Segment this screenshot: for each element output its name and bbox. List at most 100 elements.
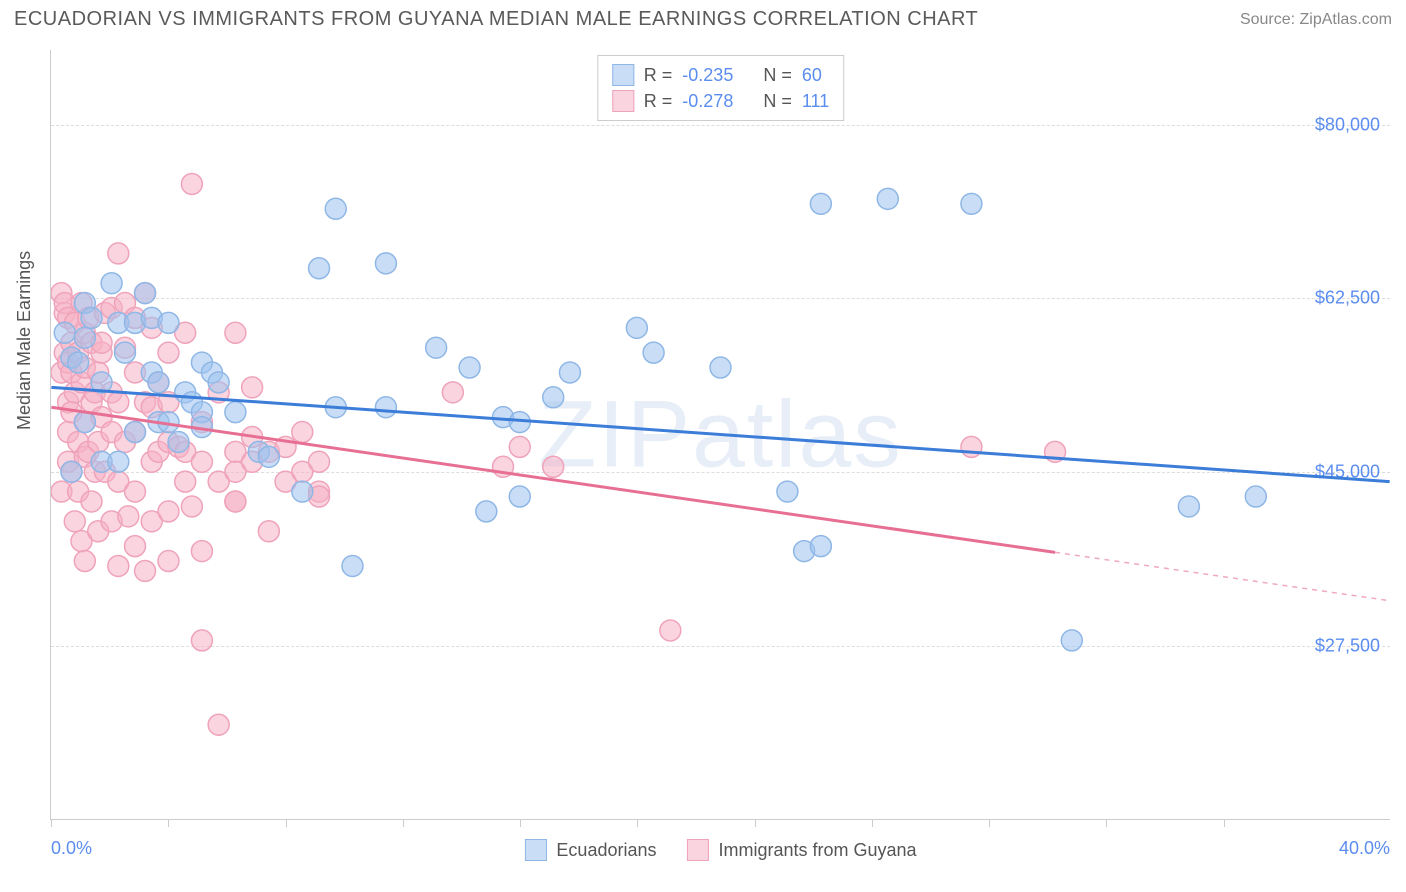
swatch-ecuadorians — [612, 64, 634, 86]
regression-line-extrapolated — [1055, 552, 1390, 600]
r-label: R = — [644, 65, 673, 86]
x-tick — [637, 819, 638, 827]
n-label: N = — [763, 91, 792, 112]
r-label: R = — [644, 91, 673, 112]
data-point — [74, 327, 95, 348]
x-tick — [1224, 819, 1225, 827]
data-point — [225, 322, 246, 343]
chart-plot-area: ZIPatlas $27,500$45,000$62,500$80,000 0.… — [50, 50, 1390, 820]
legend-item-guyana: Immigrants from Guyana — [687, 839, 917, 861]
chart-title: ECUADORIAN VS IMMIGRANTS FROM GUYANA MED… — [14, 8, 978, 31]
data-point — [961, 193, 982, 214]
data-point — [442, 382, 463, 403]
data-point — [877, 188, 898, 209]
data-point — [54, 322, 75, 343]
legend-label-guyana: Immigrants from Guyana — [719, 840, 917, 861]
data-point — [459, 357, 480, 378]
data-point — [118, 506, 139, 527]
data-point — [168, 431, 189, 452]
data-point — [191, 541, 212, 562]
x-tick — [403, 819, 404, 827]
data-point — [158, 501, 179, 522]
legend-row-ecuadorians: R = -0.235 N = 60 — [612, 62, 829, 88]
data-point — [292, 422, 313, 443]
data-point — [810, 193, 831, 214]
x-tick — [520, 819, 521, 827]
data-point — [81, 307, 102, 328]
data-point — [158, 312, 179, 333]
x-tick — [1106, 819, 1107, 827]
n-value-ecuadorians: 60 — [802, 65, 822, 86]
y-axis-label: Median Male Earnings — [14, 251, 35, 430]
data-point — [309, 451, 330, 472]
data-point — [175, 471, 196, 492]
data-point — [125, 536, 146, 557]
data-point — [135, 283, 156, 304]
data-point — [559, 362, 580, 383]
data-point — [191, 630, 212, 651]
data-point — [135, 560, 156, 581]
data-point — [108, 555, 129, 576]
x-tick — [286, 819, 287, 827]
swatch-ecuadorians — [524, 839, 546, 861]
swatch-guyana — [612, 90, 634, 112]
data-point — [148, 372, 169, 393]
data-point — [68, 352, 89, 373]
regression-line — [51, 407, 1055, 552]
data-point — [292, 481, 313, 502]
data-point — [342, 555, 363, 576]
x-tick — [51, 819, 52, 827]
n-value-guyana: 111 — [802, 91, 829, 112]
data-point — [426, 337, 447, 358]
r-value-guyana: -0.278 — [682, 91, 733, 112]
data-point — [509, 436, 530, 457]
x-axis-min-label: 0.0% — [51, 838, 92, 859]
data-point — [225, 402, 246, 423]
x-tick — [989, 819, 990, 827]
data-point — [225, 491, 246, 512]
data-point — [258, 446, 279, 467]
x-tick — [872, 819, 873, 827]
data-point — [325, 198, 346, 219]
x-tick — [755, 819, 756, 827]
data-point — [74, 412, 95, 433]
data-point — [242, 377, 263, 398]
data-point — [1178, 496, 1199, 517]
data-point — [108, 392, 129, 413]
legend-item-ecuadorians: Ecuadorians — [524, 839, 656, 861]
data-point — [74, 551, 95, 572]
data-point — [108, 243, 129, 264]
data-point — [125, 481, 146, 502]
source-attribution: Source: ZipAtlas.com — [1240, 11, 1392, 29]
data-point — [181, 173, 202, 194]
legend-row-guyana: R = -0.278 N = 111 — [612, 88, 829, 114]
series-legend: Ecuadorians Immigrants from Guyana — [524, 839, 916, 861]
n-label: N = — [763, 65, 792, 86]
data-point — [101, 273, 122, 294]
data-point — [258, 521, 279, 542]
data-point — [208, 714, 229, 735]
swatch-guyana — [687, 839, 709, 861]
data-point — [108, 451, 129, 472]
data-point — [208, 372, 229, 393]
data-point — [125, 422, 146, 443]
data-point — [191, 451, 212, 472]
data-point — [64, 511, 85, 532]
data-point — [626, 317, 647, 338]
data-point — [181, 496, 202, 517]
data-point — [1061, 630, 1082, 651]
x-tick — [168, 819, 169, 827]
data-point — [543, 387, 564, 408]
data-point — [158, 342, 179, 363]
data-point — [961, 436, 982, 457]
data-point — [309, 258, 330, 279]
data-point — [710, 357, 731, 378]
data-point — [543, 456, 564, 477]
data-point — [509, 486, 530, 507]
data-point — [158, 551, 179, 572]
data-point — [660, 620, 681, 641]
x-axis-max-label: 40.0% — [1339, 838, 1390, 859]
data-point — [777, 481, 798, 502]
data-point — [61, 461, 82, 482]
data-point — [810, 536, 831, 557]
